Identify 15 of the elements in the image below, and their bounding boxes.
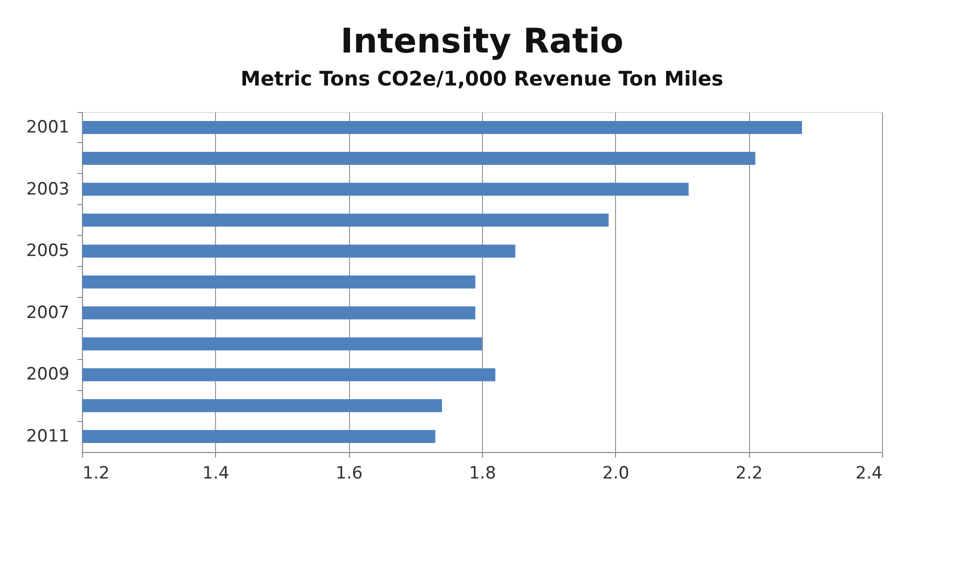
y-tick-label: 2007 [26,302,70,323]
y-tick-label: 2001 [26,117,70,138]
x-tick-label: 2.2 [736,464,763,484]
x-tick-label: 1.6 [336,464,363,484]
x-tick-label: 2.0 [602,464,630,484]
x-tick-label: 2.4 [855,464,882,484]
y-tick-label: 2009 [26,364,70,385]
y-tick-label: 2005 [26,241,70,262]
x-tick-label: 1.2 [82,464,110,484]
y-tick-label: 2011 [26,426,70,447]
x-tick-label: 1.8 [468,464,496,484]
y-tick-label: 2003 [26,179,70,200]
chart-title: Intensity Ratio [340,22,624,62]
chart-subtitle: Metric Tons CO2e/1,000 Revenue Ton Miles [240,66,724,90]
x-tick-label: 1.4 [202,464,230,484]
